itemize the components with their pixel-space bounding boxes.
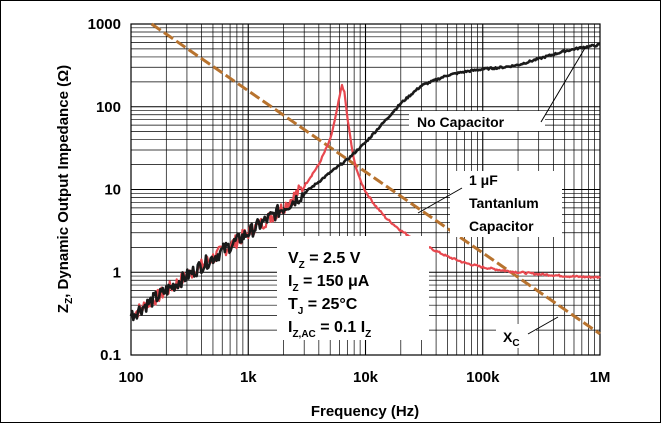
y-tick-label: 1 xyxy=(113,264,121,281)
series-xc-line xyxy=(150,22,601,336)
x-tick-label: 1k xyxy=(240,369,257,386)
annotation-tantalum-line2: Tantanlum xyxy=(469,195,539,211)
series-no-capacitor-line xyxy=(129,42,601,322)
annotation-no-capacitor-text: No Capacitor xyxy=(417,114,505,130)
annotation-tantalum-line3: Capacitor xyxy=(469,218,534,234)
leader-tantalum xyxy=(417,187,463,214)
annotation-xc-text: XC xyxy=(503,329,520,349)
y-tick-label: 1000 xyxy=(88,16,121,33)
x-tick-label: 10k xyxy=(353,369,379,386)
conditions-box xyxy=(277,236,429,340)
tick-labels: 100 1k 10k 100k 1M 0.1 1 10 100 1000 xyxy=(88,16,611,386)
y-tick-label: 10 xyxy=(104,182,121,199)
x-tick-label: 1M xyxy=(590,369,611,386)
annotation-tantalum-line1: 1 μF xyxy=(469,172,498,188)
leader-xc xyxy=(527,316,559,335)
condition-line: IZ,AC = 0.1 IZ xyxy=(288,319,371,340)
condition-line: VZ = 2.5 V xyxy=(288,250,361,271)
plot-border xyxy=(130,23,601,356)
annotation-tantalum: 1 μF Tantanlum Capacitor xyxy=(417,171,562,237)
x-tick-label: 100 xyxy=(118,369,143,386)
y-tick-label: 0.1 xyxy=(100,347,121,364)
annotation-no-capacitor: No Capacitor xyxy=(409,47,586,131)
y-tick-label: 100 xyxy=(96,99,121,116)
y-axis-title: ZZ, Dynamic Output Impedance (Ω) xyxy=(55,65,75,313)
x-tick-label: 100k xyxy=(466,369,500,386)
annotation-xc: XC xyxy=(496,316,559,349)
series-layer xyxy=(129,22,601,336)
leader-no-capacitor xyxy=(540,47,586,123)
condition-line: IZ = 150 μA xyxy=(288,273,370,294)
condition-line: TJ = 25°C xyxy=(288,296,358,317)
x-axis-title: Frequency (Hz) xyxy=(311,403,419,420)
